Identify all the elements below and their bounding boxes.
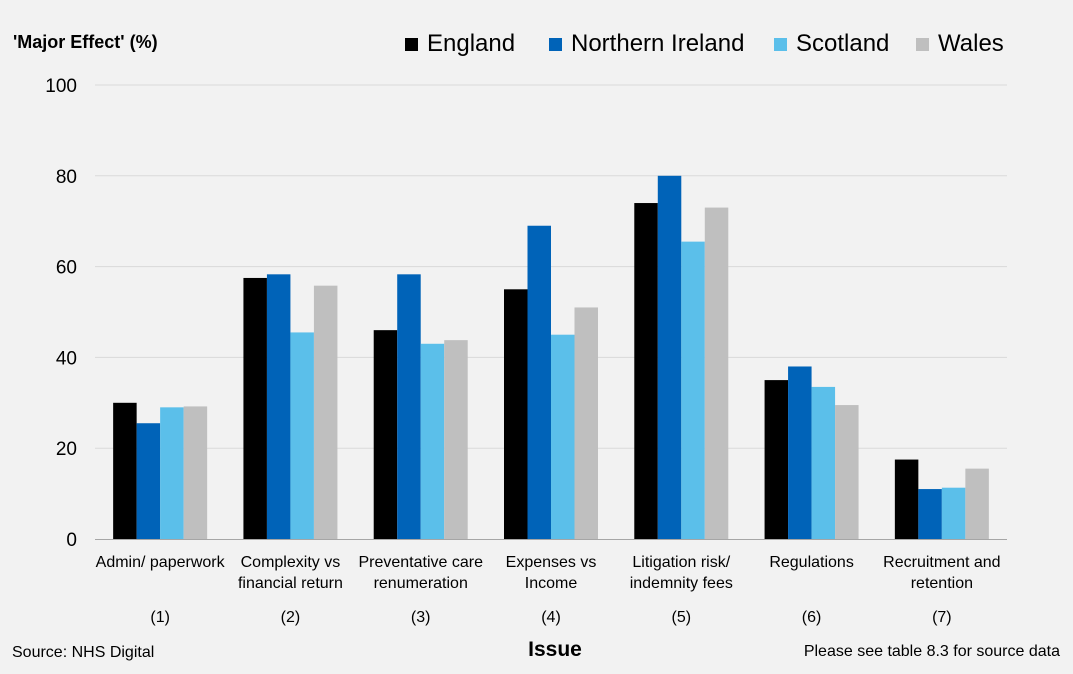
legend: England Northern Ireland Scotland Wales [0,30,1073,58]
legend-item-northern-ireland: Northern Ireland [549,30,744,58]
x-tick-number-5: (5) [672,609,692,626]
x-tick-label-7-line-2: retention [911,575,973,592]
source-note: Source: NHS Digital [12,644,155,661]
y-tick-label-100: 100 [45,76,77,97]
legend-swatch-northern-ireland [549,37,562,51]
x-tick-number-7: (7) [932,609,952,626]
x-tick-number-4: (4) [541,609,561,626]
bar-england-4 [504,289,528,539]
y-axis-label: 'Major Effect' (%) [13,32,158,52]
bar-scotland-7 [941,487,966,539]
x-tick-label-3-line-2: renumeration [374,575,468,592]
y-tick-label-80: 80 [56,167,77,188]
bar-england-3 [373,330,398,539]
legend-swatch-wales [916,37,929,51]
bar-wales-3 [444,340,468,539]
bar-wales-5 [704,207,729,539]
x-tick-label-4-line-1: Expenses vs [506,554,597,571]
x-tick-number-2: (2) [281,609,301,626]
bar-northern-ireland-2 [266,274,291,539]
bar-scotland-5 [681,241,705,539]
y-tick-label-60: 60 [56,258,77,279]
bar-northern-ireland-7 [918,489,942,539]
bar-wales-7 [965,468,989,539]
x-tick-number-3: (3) [411,609,431,626]
bar-england-1 [113,402,137,539]
x-tick-label-3-line-1: Preventative care [358,554,483,571]
bar-scotland-2 [290,332,314,539]
bar-england-5 [634,203,658,540]
bar-wales-4 [574,307,598,539]
x-tick-number-1: (1) [150,609,170,626]
y-tick-label-0: 0 [66,530,77,551]
y-tick-label-40: 40 [56,348,77,369]
bar-wales-1 [183,406,208,539]
bar-england-7 [894,459,919,539]
bar-scotland-3 [420,343,445,539]
x-tick-label-4-line-2: Income [525,575,578,592]
legend-item-scotland: Scotland [774,30,889,58]
x-tick-label-2-line-1: Complexity vs [241,554,341,571]
bar-northern-ireland-6 [788,366,812,539]
bar-wales-6 [835,405,859,539]
y-tick-label-20: 20 [56,439,77,460]
legend-item-england: England [405,30,515,58]
x-tick-label-2-line-2: financial return [238,575,343,592]
legend-label-wales: Wales [938,30,1004,57]
x-tick-label-6-line-1: Regulations [769,554,854,571]
bar-northern-ireland-5 [657,175,682,540]
bar-northern-ireland-4 [527,225,551,540]
legend-item-wales: Wales [916,30,1004,58]
legend-label-england: England [427,30,516,57]
x-axis-label: Issue [528,638,582,661]
x-tick-label-5-line-1: Litigation risk/ [632,554,730,571]
bar-england-2 [243,277,267,539]
table-reference-note: Please see table 8.3 for source data [803,643,1060,660]
legend-label-northern-ireland: Northern Ireland [571,30,745,57]
legend-swatch-scotland [774,37,787,51]
bar-scotland-4 [551,334,575,539]
bar-scotland-1 [160,407,184,539]
bar-northern-ireland-3 [397,274,421,539]
bar-scotland-6 [811,386,836,539]
bar-wales-2 [313,285,338,539]
x-tick-label-7-line-1: Recruitment and [883,554,1000,571]
legend-label-scotland: Scotland [796,30,890,57]
x-tick-label-1-line-1: Admin/ paperwork [96,554,226,571]
legend-swatch-england [405,37,418,51]
bar-england-6 [764,380,789,539]
bar-northern-ireland-1 [136,423,161,539]
x-tick-number-6: (6) [802,609,822,626]
x-tick-label-5-line-2: indemnity fees [630,575,733,592]
